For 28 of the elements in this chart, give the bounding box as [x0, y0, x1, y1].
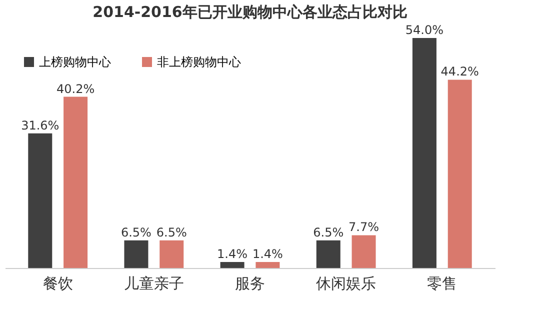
data-label: 31.6% — [21, 118, 60, 132]
x-tick-label: 餐饮 — [42, 274, 73, 292]
bar — [316, 240, 340, 268]
bar — [28, 133, 52, 268]
data-label: 40.2% — [56, 82, 95, 96]
bar — [124, 240, 148, 268]
x-tick-label: 休闲娱乐 — [316, 274, 376, 292]
data-label: 6.5% — [313, 225, 344, 240]
bar — [256, 262, 280, 268]
data-label: 6.5% — [156, 225, 187, 240]
data-label: 1.4% — [252, 247, 283, 262]
legend-label: 非上榜购物中心 — [157, 55, 241, 69]
bar — [64, 96, 88, 268]
data-label: 7.7% — [348, 220, 380, 234]
bar — [412, 38, 436, 268]
data-label: 54.0% — [405, 23, 444, 37]
bar — [220, 262, 244, 268]
chart-title: 2014-2016年已开业购物中心各业态占比对比 — [92, 3, 408, 21]
x-tick-label: 零售 — [427, 274, 458, 292]
legend-label: 上榜购物中心 — [39, 55, 111, 69]
bar — [448, 80, 472, 268]
bar — [352, 235, 376, 268]
data-label: 44.2% — [440, 64, 479, 79]
data-label: 1.4% — [217, 247, 248, 262]
x-tick-label: 儿童亲子 — [124, 274, 184, 292]
x-tick-label: 服务 — [235, 274, 265, 292]
bar — [160, 240, 184, 268]
data-label: 6.5% — [120, 225, 152, 240]
